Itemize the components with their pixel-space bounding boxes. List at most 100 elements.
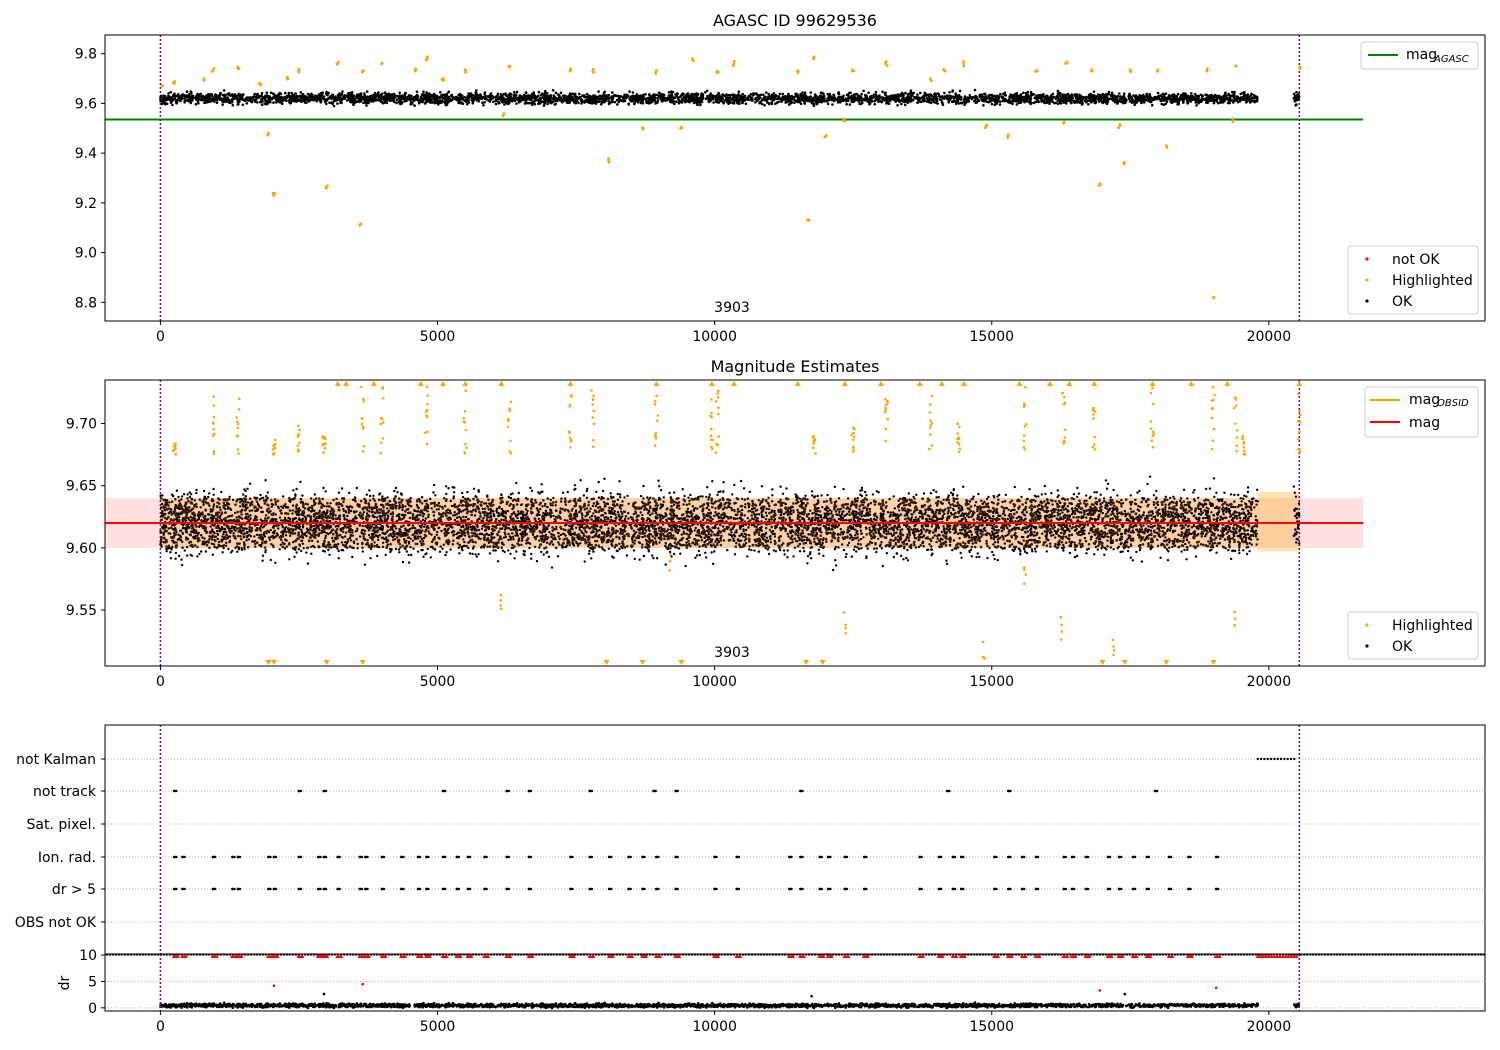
- p1-ok-point: [916, 93, 919, 96]
- p1-ok-point: [475, 89, 478, 92]
- p1-ok-point: [869, 96, 873, 100]
- p1-ok-point: [1084, 98, 1087, 101]
- p1-ok-point: [1197, 94, 1200, 98]
- p1-ok-point: [235, 97, 239, 100]
- p1-ok-point: [931, 99, 935, 102]
- p1-ok-point: [1133, 103, 1136, 107]
- p1-ok-point: [638, 95, 641, 98]
- p1-ok-point: [442, 96, 446, 100]
- p1-ok-point: [440, 95, 444, 98]
- p2-ok-point: [595, 490, 598, 493]
- p1-ok-point: [396, 94, 399, 98]
- p1-ok-point: [332, 104, 336, 108]
- p2-ok-point: [835, 500, 838, 503]
- p1-ok-point: [1195, 104, 1198, 107]
- p1-ok-point: [322, 95, 326, 98]
- p1-ok-point: [759, 93, 763, 97]
- p1-highlighted-point-3: [212, 67, 216, 71]
- p1-ok-point: [803, 102, 806, 105]
- p1-ok-point: [599, 103, 603, 106]
- p1-ok-point: [186, 99, 189, 102]
- p1-ok-point: [848, 103, 852, 106]
- p2-ok-point: [753, 549, 756, 552]
- p1-ok-point: [576, 96, 579, 99]
- p1-ok-point: [391, 99, 394, 102]
- p1-ok-point: [253, 93, 257, 96]
- p1-ok-point: [681, 93, 685, 97]
- p1-ok-point: [890, 94, 893, 98]
- p1-ok-point: [709, 92, 712, 95]
- p1-ok-point: [1230, 99, 1234, 102]
- p1-ok-point: [1111, 98, 1115, 102]
- p1-ok-point: [763, 104, 766, 107]
- p1-ok-point: [191, 96, 195, 100]
- p1-ok-point: [851, 98, 855, 101]
- p1-ok-point: [165, 102, 169, 105]
- p1-ok-point: [976, 98, 980, 102]
- p1-ok-point: [674, 96, 677, 99]
- p1-ok-point: [254, 100, 257, 103]
- p1-ok-point: [859, 102, 863, 106]
- p1-ok-point: [756, 99, 759, 103]
- p1-ok-point: [447, 90, 451, 93]
- p1-ok-point: [552, 94, 555, 97]
- p1-ok-point: [904, 91, 907, 95]
- p1-ok-point: [886, 95, 890, 98]
- p1-ok-point: [227, 92, 231, 95]
- p1-ok-point: [667, 91, 671, 94]
- p1-ok-point: [1231, 90, 1234, 94]
- p1-ok-point: [328, 101, 331, 105]
- p1-ok-point: [665, 97, 669, 101]
- p1-ok-point: [1144, 98, 1147, 102]
- p1-ok-point: [973, 99, 976, 103]
- p1-ok-point: [586, 95, 590, 99]
- p1-ok-point: [941, 103, 945, 106]
- p2-ok-point: [1138, 489, 1141, 493]
- p1-ok-point: [914, 97, 917, 100]
- p1-ok-point: [1137, 95, 1140, 99]
- p1-ok-point: [439, 91, 442, 94]
- p1-ok-point: [1116, 101, 1119, 105]
- p1-ok-point: [951, 89, 954, 92]
- p1-ok-point: [741, 95, 745, 99]
- p1-ok-point: [339, 101, 342, 105]
- p1-highlighted-point-11: [337, 60, 340, 64]
- p1-ok-point: [678, 99, 681, 102]
- p1-highlighted-point-34: [843, 119, 847, 123]
- p2-ok-point: [175, 531, 178, 534]
- p1-highlighted-point-43: [1062, 121, 1065, 125]
- legend-ok-label: OK: [1392, 294, 1413, 310]
- p2-ok-point: [275, 518, 278, 521]
- p1-ok-point: [836, 99, 840, 103]
- p1-highlighted-point-8: [285, 75, 289, 79]
- p1-ok-point: [1255, 98, 1259, 101]
- p1-ok-point: [960, 101, 964, 105]
- p1-ok-point: [577, 101, 580, 105]
- p1-highlighted-point-54: [1231, 117, 1235, 121]
- p1-ok-point: [537, 90, 541, 94]
- p1-ok-point: [546, 102, 549, 106]
- p1-ok-point: [1001, 95, 1004, 99]
- p2-ok-point: [740, 508, 744, 512]
- p1-ok-point: [662, 96, 665, 99]
- p1-ok-point: [1223, 93, 1227, 96]
- p1-ok-point: [353, 101, 356, 105]
- p1-ok-point: [348, 92, 351, 95]
- p1-ok-point: [985, 100, 989, 103]
- p1-ok-point: [700, 95, 704, 99]
- p1-ok-point: [252, 96, 255, 99]
- p1-ok-point: [1166, 96, 1169, 99]
- p1-ok-point: [278, 95, 282, 99]
- p1-ok-point: [1211, 97, 1214, 100]
- p1-ok-point: [268, 95, 272, 98]
- p1-ok-point: [811, 102, 815, 106]
- p1-ok-point: [1205, 96, 1208, 99]
- p1-ok-point: [864, 93, 867, 97]
- p1-ok-point: [587, 101, 591, 104]
- p1-ok-point: [1208, 95, 1211, 99]
- p1-ok-point: [889, 97, 892, 101]
- p1-ok-point: [234, 94, 238, 98]
- p1-ok-point: [1159, 99, 1163, 103]
- p1-ok-point: [901, 95, 904, 98]
- p1-ok-point: [684, 95, 688, 99]
